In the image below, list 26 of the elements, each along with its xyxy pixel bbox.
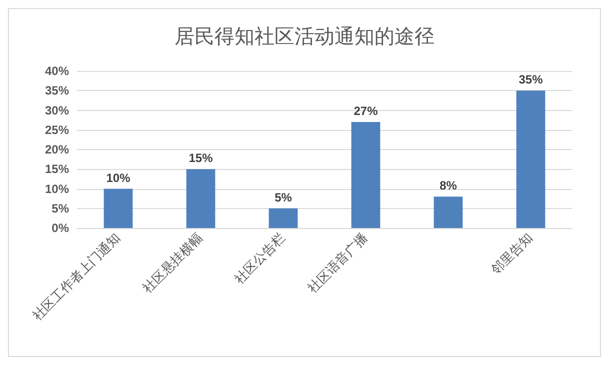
x-tick-label: 社区悬挂横幅 [140,230,206,296]
y-tick-label: 40% [44,64,70,78]
data-label: 10% [106,170,131,185]
y-tick-label: 30% [44,103,70,118]
data-label: 5% [274,190,292,204]
chart-title: 居民得知社区活动通知的途径 [174,24,434,48]
y-tick-label: 10% [44,182,70,196]
y-tick-label: 20% [44,142,70,156]
x-tick-label: 社区公告栏 [232,230,289,288]
data-label: 35% [518,72,544,87]
y-tick-label: 15% [44,162,70,176]
bar [186,169,216,228]
bar [104,188,133,228]
data-label: 15% [188,151,214,166]
y-tick-label: 25% [44,122,70,137]
bar [268,208,298,228]
bar [516,90,546,228]
data-label: 27% [354,104,378,118]
y-tick-label: 35% [44,84,70,98]
y-tick-label: 0% [52,221,70,235]
x-tick-label: 邻里告知 [488,230,536,278]
y-tick-label: 5% [52,201,70,216]
bar [434,196,463,228]
bar [351,122,380,228]
x-tick-label: 社区语音广播 [305,230,372,296]
data-label: 8% [440,178,458,193]
